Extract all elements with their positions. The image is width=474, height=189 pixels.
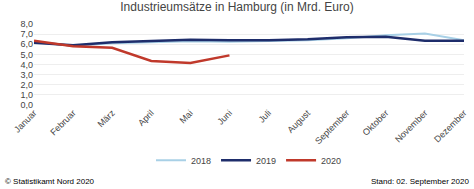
svg-text:Industrieumsätze in Hamburg (i: Industrieumsätze in Hamburg (in Mrd. Eur…	[120, 0, 353, 14]
svg-text:Juni: Juni	[215, 108, 234, 127]
svg-text:2018: 2018	[191, 156, 211, 166]
svg-text:0,0: 0,0	[20, 100, 33, 110]
svg-text:Stand: 02. September 2020: Stand: 02. September 2020	[371, 177, 469, 186]
svg-text:Februar: Februar	[48, 108, 77, 137]
svg-text:Mai: Mai	[178, 108, 195, 125]
svg-text:2,0: 2,0	[20, 80, 33, 90]
svg-text:Januar: Januar	[12, 108, 39, 135]
svg-text:Juli: Juli	[257, 108, 274, 125]
svg-text:6,0: 6,0	[20, 39, 33, 49]
svg-text:3,0: 3,0	[20, 70, 33, 80]
svg-text:5,0: 5,0	[20, 50, 33, 60]
svg-text:4,0: 4,0	[20, 60, 33, 70]
svg-text:März: März	[96, 108, 118, 130]
svg-text:8,0: 8,0	[20, 19, 33, 29]
svg-text:2019: 2019	[256, 156, 276, 166]
svg-text:Oktober: Oktober	[361, 108, 391, 138]
svg-text:© Statistikamt Nord 2020: © Statistikamt Nord 2020	[5, 177, 95, 186]
svg-text:2020: 2020	[321, 156, 341, 166]
svg-text:April: April	[136, 108, 156, 128]
svg-text:August: August	[285, 108, 312, 135]
svg-text:7,0: 7,0	[20, 29, 33, 39]
svg-text:1,0: 1,0	[20, 90, 33, 100]
svg-text:November: November	[393, 108, 429, 144]
svg-text:September: September	[313, 108, 351, 146]
svg-text:Dezember: Dezember	[432, 108, 468, 144]
